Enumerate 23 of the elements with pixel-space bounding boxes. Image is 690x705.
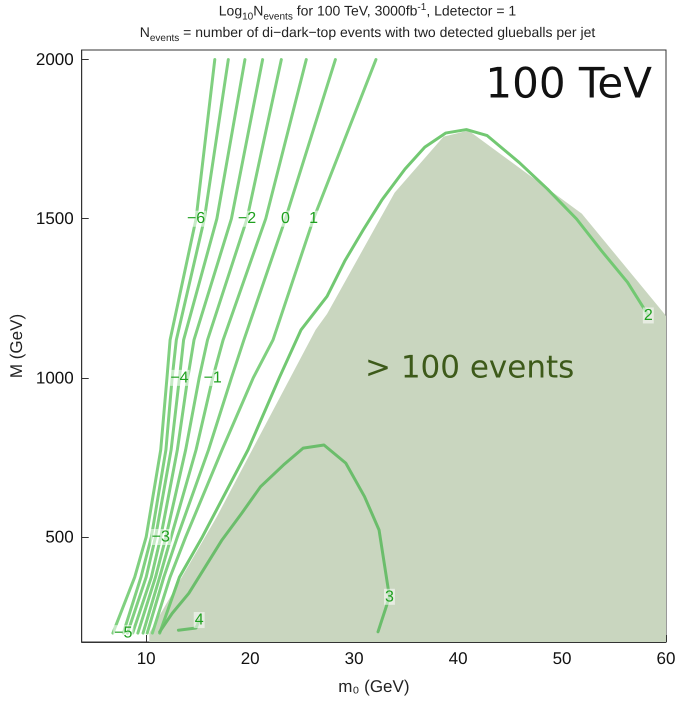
line-series <box>146 58 337 635</box>
y-axis-title: M (GeV) <box>7 314 26 378</box>
series-label: −6 <box>186 210 206 228</box>
x-tick-label: 30 <box>344 649 364 668</box>
chart-subtitle: N$_{events}$ = number of di−dark−top events with two detected glueballs per jet <box>138 24 596 44</box>
x-axis-title: m₀ (GeV) <box>338 677 410 696</box>
x-tick-label: 50 <box>552 649 572 668</box>
x-tick-label: 40 <box>448 649 468 668</box>
series-label: −4 <box>170 369 189 386</box>
y-tick-label: 1500 <box>36 209 74 228</box>
series-label: −2 <box>238 210 256 228</box>
series-label: −5 <box>114 624 133 642</box>
annotation: 100 TeV <box>485 58 652 108</box>
chart-title: Log$_{10}$N$_{events}$ for 100 TeV, 3000fb$^{-1}$, Ldetector = 1 <box>218 2 518 22</box>
series-label: −3 <box>152 528 170 546</box>
y-tick-label: 2000 <box>36 50 74 70</box>
x-tick-label: 10 <box>136 649 156 668</box>
y-tick-label: 500 <box>45 527 74 546</box>
annotation: > 100 events <box>365 350 574 386</box>
y-tick-label: 1000 <box>36 368 74 388</box>
x-tick-label: 20 <box>240 649 260 668</box>
x-tick-label: 60 <box>656 649 676 668</box>
series-label: −1 <box>204 369 222 386</box>
